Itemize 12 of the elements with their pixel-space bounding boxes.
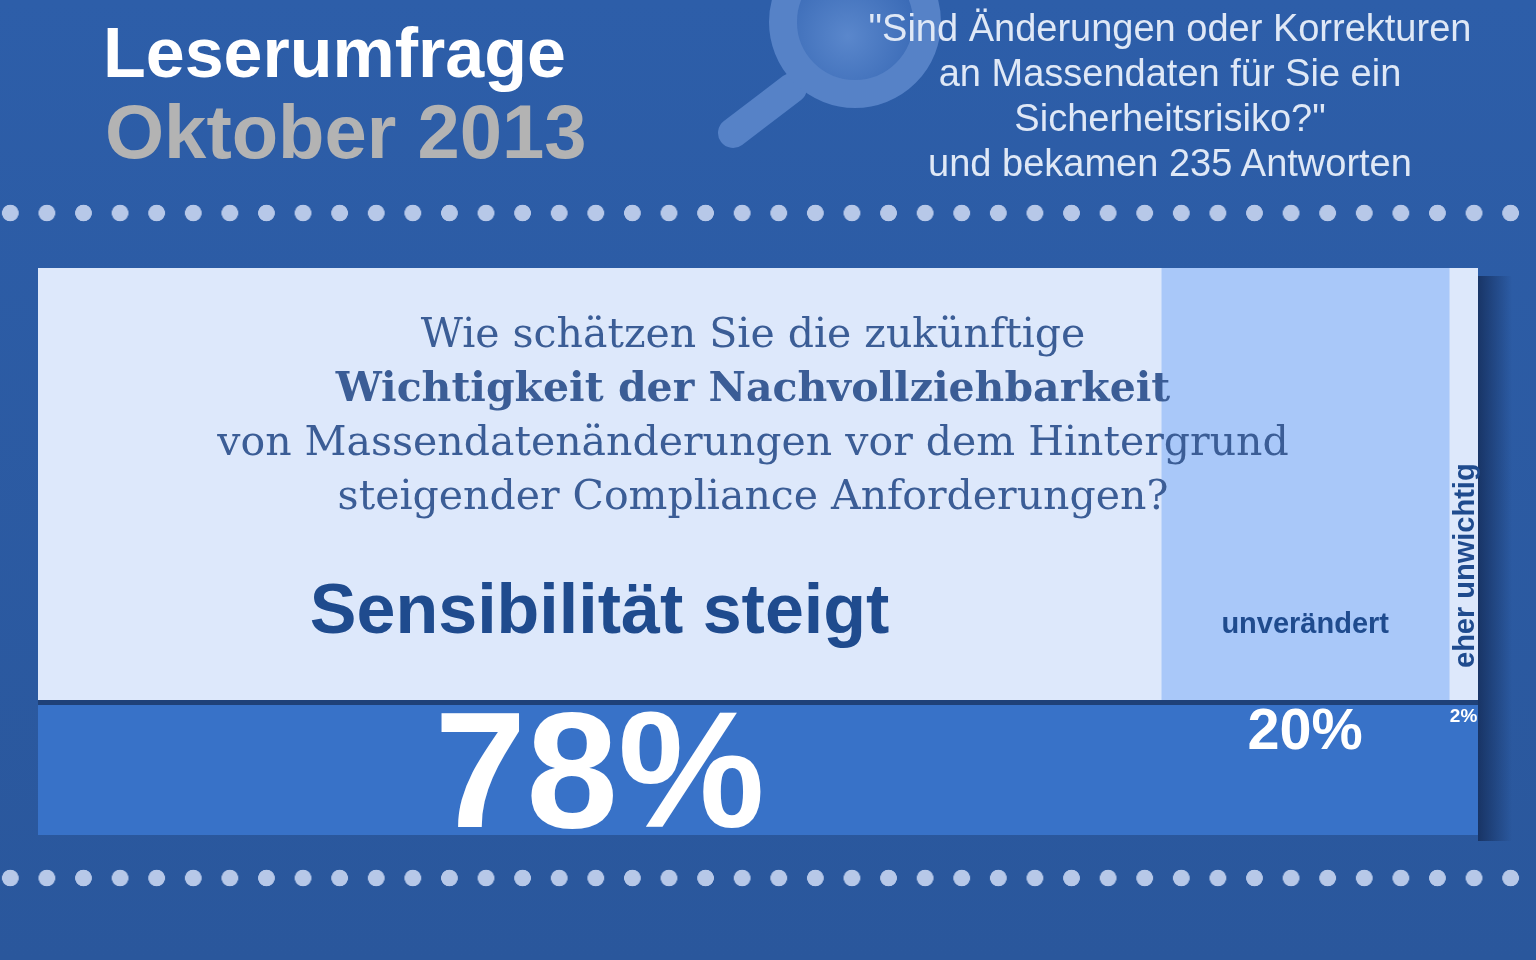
data-label: 2%	[1449, 704, 1478, 726]
series-label: eher unwichtig	[1447, 463, 1480, 668]
annotation: von Massendatenänderungen vor dem Hintergrund steigender Compliance Anforderungen?	[216, 416, 1290, 521]
series-label: Sensibilität steigt	[309, 570, 890, 648]
data-label: 78%	[434, 677, 765, 862]
chart-title: Leserumfrage	[103, 14, 566, 92]
annotation: Wie schätzen Sie die zukünftige	[419, 308, 1087, 359]
text: und bekamen 235 Antworten	[927, 141, 1413, 186]
series-label: unverändert	[1221, 607, 1390, 639]
annotation: Wichtigkeit der Nachvollziehbarkeit	[334, 362, 1172, 413]
data-label: 20%	[1247, 697, 1363, 762]
text: "Sind Änderungen oder Korrekturen an Massendaten für Sie ein Sicherheitsrisiko?"	[867, 6, 1473, 141]
